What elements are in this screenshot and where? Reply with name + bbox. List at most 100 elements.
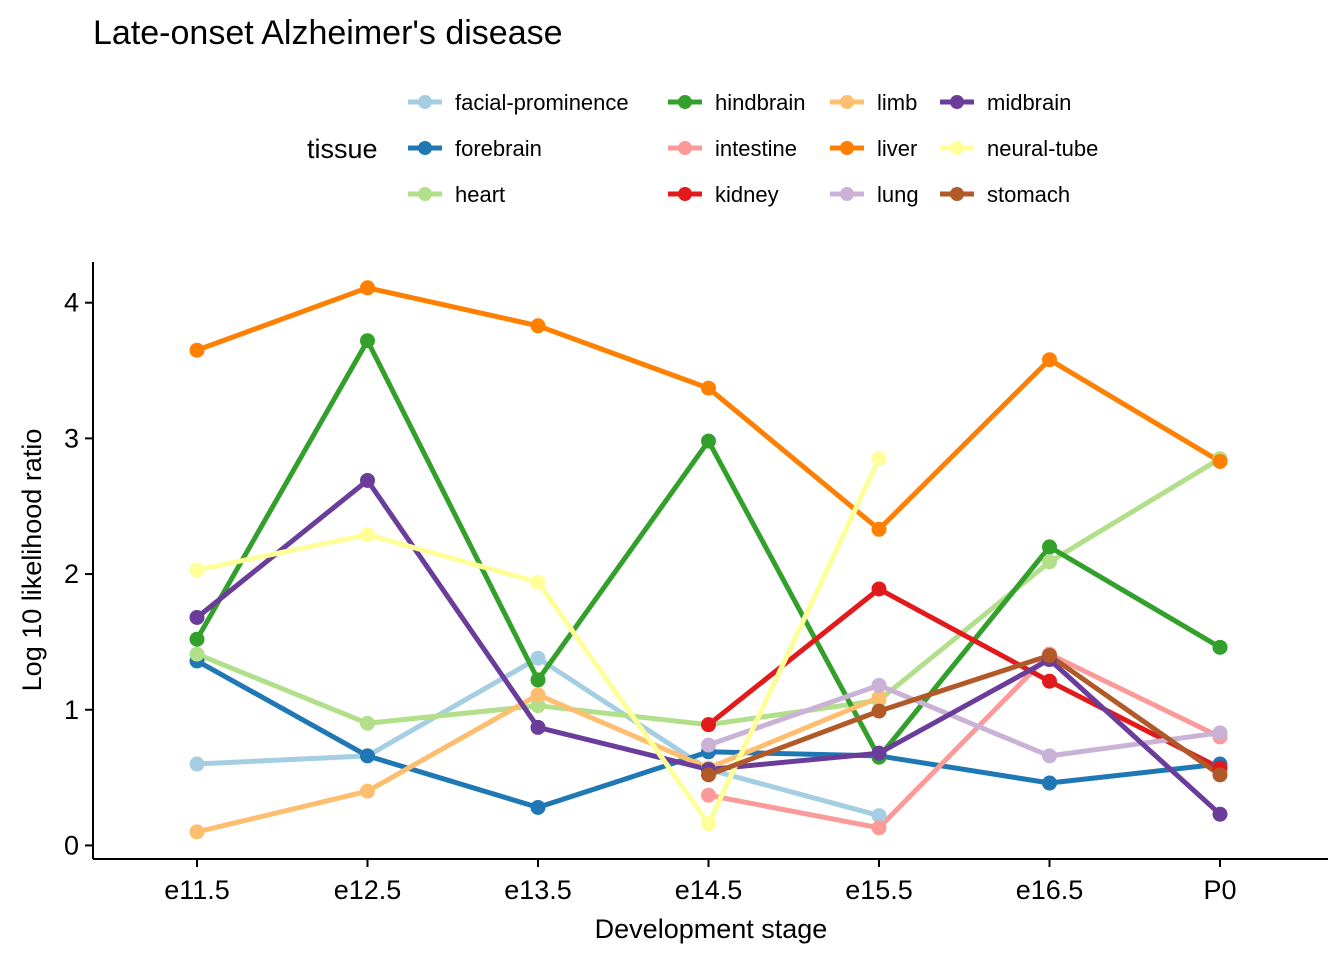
data-point-heart (530, 698, 546, 714)
data-point-neural-tube (360, 527, 375, 543)
data-point-midbrain (1212, 806, 1228, 822)
legend-item-hindbrain: hindbrain (668, 90, 806, 115)
legend-label: liver (877, 136, 917, 161)
data-point-heart (189, 646, 205, 662)
data-point-limb (189, 824, 205, 840)
legend-label: lung (877, 182, 919, 207)
data-point-midbrain (189, 609, 205, 625)
data-point-lung (701, 737, 716, 753)
chart-title: Late-onset Alzheimer's disease (93, 14, 563, 52)
data-point-forebrain (530, 799, 546, 815)
data-point-neural-tube (871, 451, 887, 467)
data-point-liver (189, 342, 205, 358)
legend-swatch-point (678, 187, 692, 201)
data-point-limb (871, 690, 887, 706)
legend-item-limb: limb (830, 90, 917, 115)
legend-title: tissue (307, 134, 378, 164)
axes: 0 1 2 3 4 e11.5 e12.5 e13.5 e14.5 e15.5 e16.5 P0 (64, 262, 1328, 905)
y-tick-label: 3 (64, 423, 79, 453)
data-point-midbrain (360, 472, 375, 488)
data-point-kidney (871, 581, 887, 597)
y-tick-label: 4 (64, 288, 79, 318)
data-point-hindbrain (530, 672, 546, 688)
legend-item-midbrain: midbrain (940, 90, 1071, 115)
data-point-facial-prominence (871, 808, 887, 824)
x-tick-label: e16.5 (1016, 875, 1084, 905)
data-point-hindbrain (1212, 639, 1228, 655)
data-point-lung (1212, 725, 1228, 741)
series-line-lung (707, 682, 1221, 759)
data-point-hindbrain (360, 333, 375, 349)
data-point-forebrain (360, 748, 375, 764)
data-point-liver (360, 280, 375, 296)
data-point-limb (530, 687, 546, 703)
legend-swatch-point (678, 141, 692, 155)
data-point-stomach (701, 767, 716, 783)
series-line-stomach (707, 653, 1222, 778)
data-point-facial-prominence (530, 650, 546, 666)
legend-item-heart: heart (408, 182, 505, 207)
data-point-intestine (701, 787, 716, 803)
data-point-intestine (871, 820, 887, 836)
data-point-neural-tube (189, 562, 205, 578)
data-point-stomach (871, 703, 887, 719)
legend: tissue facial-prominence forebrain heart hi… (307, 90, 1098, 207)
legend-label: facial-prominence (455, 90, 629, 115)
legend-label: neural-tube (987, 136, 1098, 161)
series-line-kidney (706, 586, 1222, 771)
legend-swatch-point (418, 95, 432, 109)
x-axis-title: Development stage (595, 914, 828, 944)
data-point-midbrain (871, 745, 887, 761)
x-tick-label: e12.5 (334, 875, 402, 905)
data-point-lung (1042, 748, 1057, 764)
data-point-neural-tube (530, 574, 546, 590)
data-point-liver (1212, 453, 1228, 469)
data-point-liver (871, 521, 887, 537)
legend-swatch-point (950, 95, 964, 109)
legend-label: heart (455, 182, 505, 207)
legend-label: intestine (715, 136, 797, 161)
data-point-heart (360, 715, 375, 731)
series-line-forebrain (195, 658, 1221, 810)
y-tick-label: 1 (64, 695, 79, 725)
x-tick-label: P0 (1203, 875, 1236, 905)
legend-swatch-point (950, 187, 964, 201)
legend-item-forebrain: forebrain (408, 136, 542, 161)
data-point-forebrain (1042, 775, 1057, 791)
legend-item-stomach: stomach (940, 182, 1070, 207)
data-point-stomach (1042, 647, 1057, 663)
legend-swatch-point (840, 95, 854, 109)
x-tick-label: e13.5 (504, 875, 572, 905)
legend-item-liver: liver (830, 136, 917, 161)
x-tick-label: e14.5 (675, 875, 743, 905)
data-point-liver (701, 380, 716, 396)
data-point-heart (1042, 554, 1057, 570)
legend-swatch-point (950, 141, 964, 155)
legend-item-facial-prominence: facial-prominence (408, 90, 629, 115)
legend-swatch-point (418, 187, 432, 201)
legend-item-kidney: kidney (668, 182, 779, 207)
data-point-limb (360, 783, 375, 799)
x-tick-label: e11.5 (164, 875, 230, 905)
data-point-neural-tube (701, 816, 716, 832)
y-tick-label: 2 (64, 559, 79, 589)
data-point-midbrain (530, 719, 546, 735)
legend-item-neural-tube: neural-tube (940, 136, 1098, 161)
data-point-hindbrain (189, 631, 205, 647)
data-point-kidney (1042, 673, 1057, 689)
legend-swatch-point (840, 187, 854, 201)
legend-swatch-point (678, 95, 692, 109)
legend-item-intestine: intestine (668, 136, 797, 161)
y-tick-label: 0 (64, 830, 79, 860)
data-point-lung (871, 677, 887, 693)
series-line-neural-tube (196, 457, 882, 827)
legend-swatch-point (840, 141, 854, 155)
legend-label: stomach (987, 182, 1070, 207)
data-point-hindbrain (701, 433, 716, 449)
data-point-facial-prominence (189, 756, 205, 772)
data-point-hindbrain (1042, 539, 1057, 555)
series-line-heart (196, 456, 1222, 728)
y-axis-title: Log 10 likelihood ratio (17, 429, 47, 692)
legend-item-lung: lung (830, 182, 919, 207)
